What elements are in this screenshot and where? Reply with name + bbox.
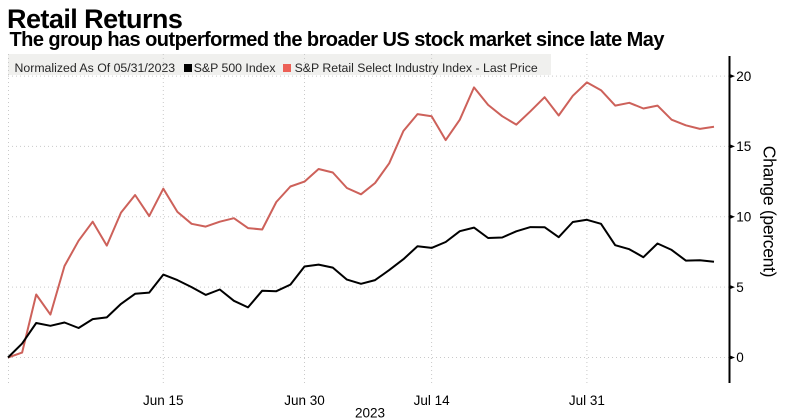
svg-text:5: 5 — [736, 280, 744, 295]
svg-text:0: 0 — [736, 350, 744, 365]
svg-text:Change (percent): Change (percent) — [760, 146, 780, 277]
svg-text:15: 15 — [736, 139, 751, 154]
svg-text:Jul 14: Jul 14 — [414, 393, 451, 408]
svg-text:Jun 15: Jun 15 — [143, 393, 184, 408]
svg-text:Jun 30: Jun 30 — [284, 393, 325, 408]
svg-text:10: 10 — [736, 210, 751, 225]
svg-text:20: 20 — [736, 69, 751, 84]
svg-text:Jul 31: Jul 31 — [569, 393, 605, 408]
svg-text:2023: 2023 — [355, 406, 385, 420]
